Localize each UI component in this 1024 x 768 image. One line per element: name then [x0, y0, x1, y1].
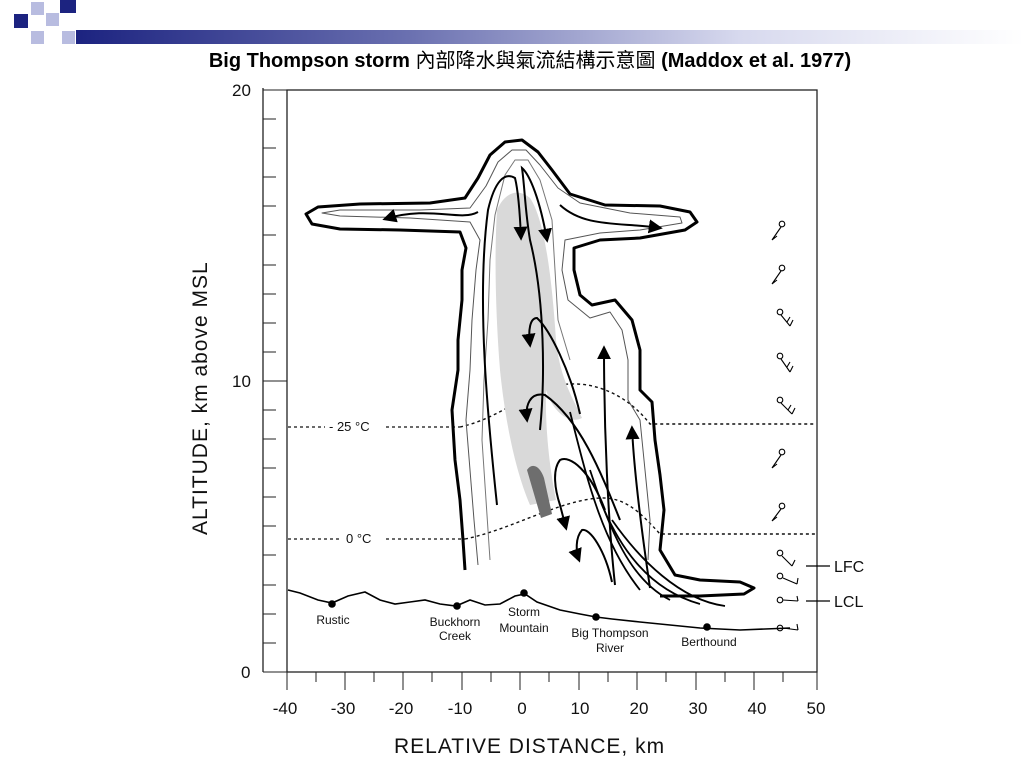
slide-title: Big Thompson storm 內部降水與氣流結構示意圖 (Maddox … [0, 44, 1024, 73]
low-level-inflow-arrow [568, 528, 613, 583]
location-label-big-thompson-line2: River [596, 641, 624, 655]
isotherm-0-line-cloud [464, 497, 816, 540]
title-prefix: Big Thompson storm [208, 50, 416, 72]
x-axis-label: RELATIVE DISTANCE, km [394, 735, 665, 758]
y-tick-label-10: 10 [232, 372, 251, 391]
x-axis-ticks [286, 672, 818, 690]
y-tick-label-0: 0 [241, 663, 250, 682]
lower-downdraft-arrow-2 [554, 458, 606, 531]
location-label-storm-line1: Storm [508, 605, 540, 619]
title-suffix: (Maddox et al. 1977) [655, 50, 852, 72]
inflow-streamlines [569, 411, 726, 607]
main-updraft-right-arrow [520, 165, 552, 431]
x-tick-label: -20 [389, 699, 414, 718]
wind-barb [771, 220, 786, 241]
rear-updraft-arrow-1 [597, 345, 616, 586]
x-tick-label: 50 [807, 699, 826, 718]
location-label-buckhorn-line1: Buckhorn [430, 615, 481, 629]
corner-square-light-4 [62, 31, 75, 44]
location-label-rustic: Rustic [316, 613, 349, 627]
x-tick-label: -30 [331, 699, 356, 718]
cloud-outline [304, 138, 756, 598]
x-tick-label: 30 [689, 699, 708, 718]
light-precipitation-core [495, 192, 582, 505]
wind-barb [771, 448, 786, 469]
location-label-berthound: Berthound [681, 635, 736, 649]
terrain-profile [287, 589, 791, 631]
wind-barb [776, 396, 796, 415]
corner-square-light-1 [31, 2, 44, 15]
corner-square-light-2 [46, 13, 59, 26]
main-updraft-left-arrow [481, 175, 528, 506]
lower-downdraft-arrow-1 [518, 393, 621, 521]
rear-updraft-arrow-2 [625, 425, 651, 589]
wind-barb [776, 595, 799, 604]
heavy-precipitation-core [527, 465, 552, 518]
airflow-streamlines [382, 165, 663, 589]
x-tick-label: 10 [571, 699, 590, 718]
location-label-big-thompson-line1: Big Thompson [571, 626, 648, 640]
wind-barb [776, 549, 796, 567]
location-marker-storm-mountain [520, 589, 528, 597]
wind-barb [776, 623, 799, 632]
x-tick-label: 20 [630, 699, 649, 718]
wind-barb [771, 502, 786, 522]
wind-barb [776, 308, 794, 327]
x-tick-label: 0 [517, 699, 526, 718]
wind-barb [776, 352, 794, 373]
location-marker-berthound [703, 623, 711, 631]
isotherm-0-label: 0 °C [346, 531, 371, 546]
wind-barb [771, 264, 786, 285]
y-axis-ticks [263, 89, 287, 673]
x-tick-label: 40 [748, 699, 767, 718]
location-markers [328, 589, 711, 631]
anvil-outflow-right-arrow [559, 204, 663, 234]
x-tick-label: -40 [273, 699, 298, 718]
location-label-storm-line2: Mountain [499, 621, 548, 635]
wind-barb-profile [771, 220, 799, 632]
midlevel-downdraft-arrow [521, 316, 581, 415]
location-marker-rustic [328, 600, 336, 608]
lfc-label: LFC [834, 559, 864, 576]
location-marker-big-thompson-river [592, 613, 600, 621]
x-tick-label: -10 [448, 699, 473, 718]
location-label-buckhorn-line2: Creek [439, 629, 472, 643]
corner-square-dark-2 [60, 0, 76, 13]
y-axis-label: ALTITUDE, km above MSL [189, 261, 212, 535]
title-cjk: 內部降水與氣流結構示意圖 [415, 48, 656, 72]
corner-square-light-3 [31, 31, 44, 44]
anvil-outflow-left-arrow [382, 208, 479, 223]
wind-barb [776, 572, 799, 585]
y-tick-label-20: 20 [232, 81, 251, 100]
corner-square-dark-1 [14, 14, 28, 28]
location-marker-buckhorn-creek [453, 602, 461, 610]
header-gradient-bar [76, 30, 1024, 44]
lcl-label: LCL [834, 594, 863, 611]
isotherm-minus25-label: - 25 °C [329, 419, 370, 434]
location-labels: Rustic Buckhorn Creek Storm Mountain Big… [316, 605, 736, 655]
x-tick-labels: -40 -30 -20 -10 0 10 20 30 40 50 [273, 699, 826, 718]
